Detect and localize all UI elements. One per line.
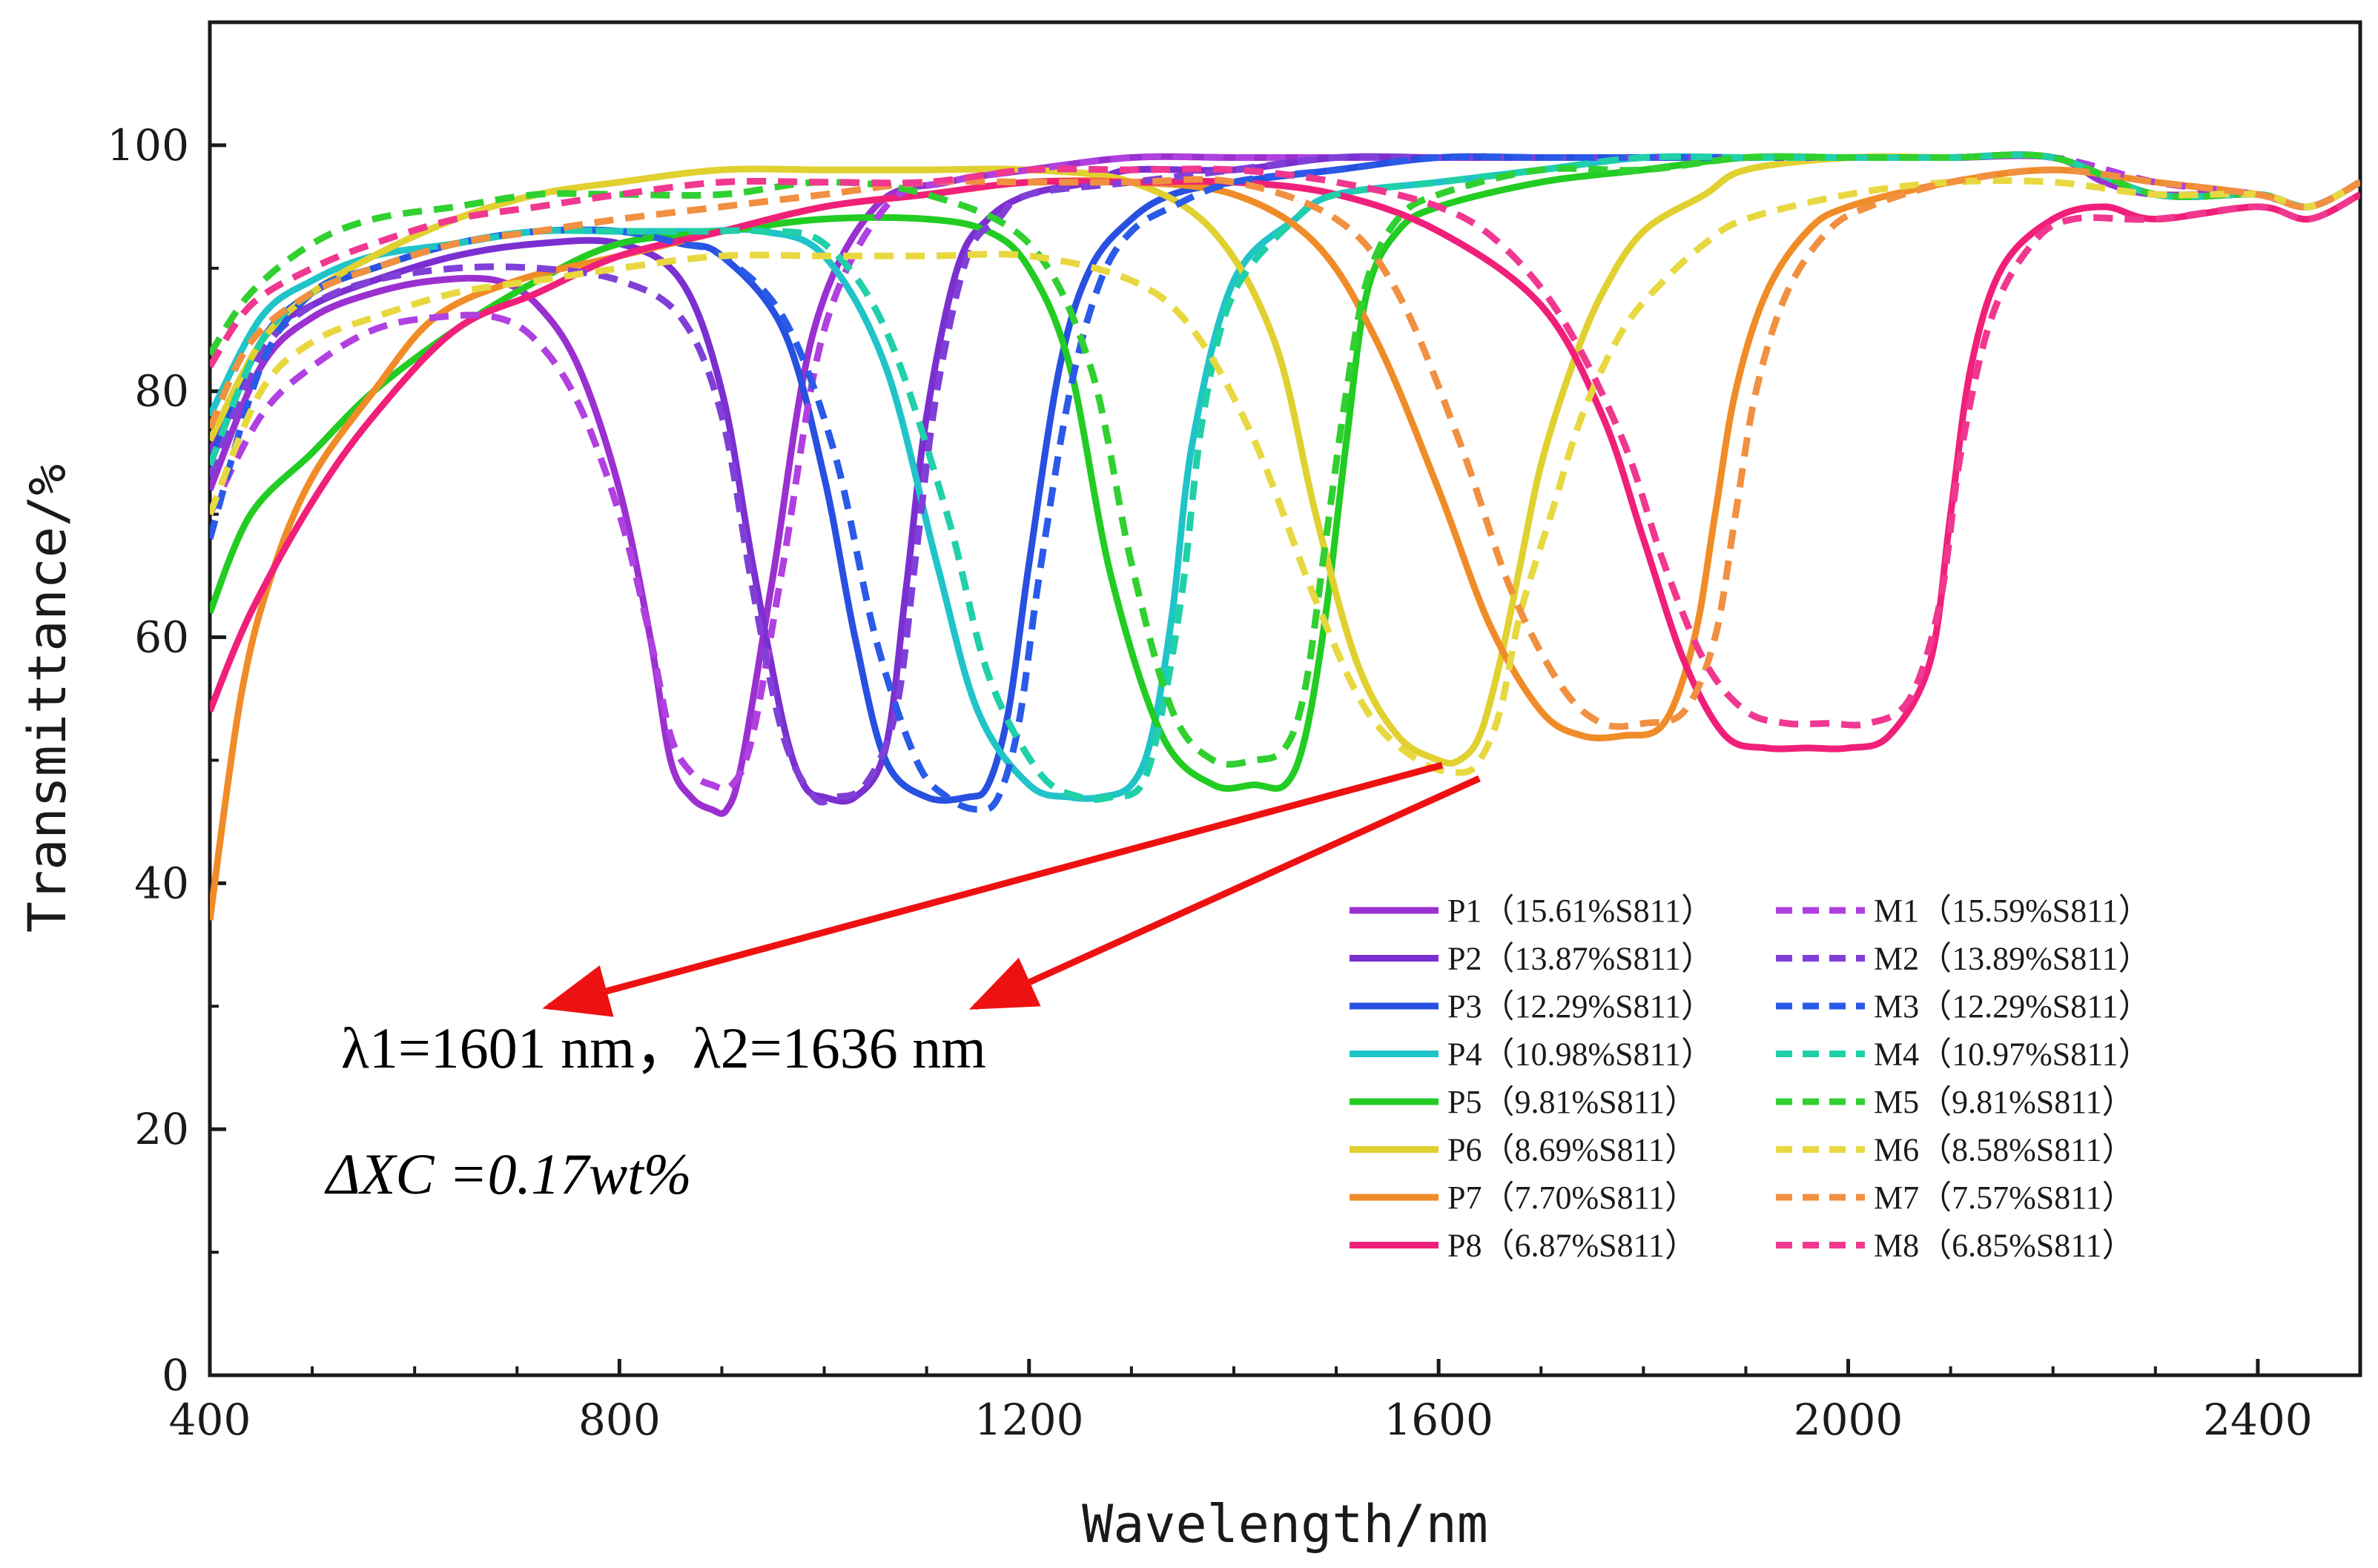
legend-label: P6（8.69%S811）	[1447, 1132, 1697, 1168]
series-line-15	[210, 166, 2360, 730]
legend-label: M7（7.57%S811）	[1874, 1180, 2135, 1216]
x-tick-label: 2000	[1794, 1395, 1903, 1445]
legend-label: P4（10.98%S811）	[1447, 1036, 1714, 1073]
y-tick-label: 60	[134, 612, 189, 663]
legend-label: M8（6.85%S811）	[1874, 1228, 2135, 1264]
legend-label: P3（12.29%S811）	[1447, 988, 1714, 1025]
series-lines	[210, 151, 2360, 921]
x-tick-label: 400	[169, 1395, 251, 1445]
annotation-delta-xc: ΔXC =0.17wt%	[324, 1142, 692, 1206]
series-line-7	[210, 166, 2360, 921]
series-line-4	[210, 151, 2360, 802]
series-line-9	[210, 152, 2360, 793]
legend: P1（15.61%S811） P2（13.87%S811） P3（12.29%S81…	[1350, 893, 2151, 1264]
legend-label: M5（9.81%S811）	[1874, 1084, 2135, 1120]
legend-label: M6（8.58%S811）	[1874, 1132, 2135, 1168]
x-tick-label: 800	[578, 1395, 661, 1445]
x-tick-label: 1200	[974, 1395, 1084, 1445]
legend-label: M1（15.59%S811）	[1874, 893, 2151, 929]
legend-label: P1（15.61%S811）	[1447, 893, 1714, 929]
series-line-10	[210, 151, 2360, 806]
x-axis-title: Wavelength/nm	[1082, 1494, 1488, 1555]
y-tick-label: 40	[134, 858, 189, 908]
y-tick-label: 100	[107, 120, 189, 171]
annotation-wavelengths: λ1=1601 nm，λ2=1636 nm	[341, 1016, 986, 1080]
legend-label: P7（7.70%S811）	[1447, 1180, 1697, 1216]
series-line-13	[210, 151, 2360, 768]
annotation-arrow-2	[968, 775, 1481, 1010]
series-line-2	[210, 151, 2360, 805]
legend-label: M2（13.89%S811）	[1874, 941, 2151, 977]
y-tick-label: 20	[134, 1104, 189, 1154]
y-axis-title: Transmittance/%	[17, 464, 78, 933]
y-tick-label: 80	[134, 366, 189, 417]
legend-label: M4（10.97%S811）	[1874, 1036, 2151, 1073]
x-tick-label: 2400	[2203, 1395, 2313, 1445]
y-tick-label: 0	[162, 1350, 189, 1400]
series-line-3	[210, 151, 2360, 804]
series-line-14	[210, 177, 2360, 776]
legend-label: P5（9.81%S811）	[1447, 1084, 1697, 1120]
axis-ticks: 400 800 1200 1600 2000 2400 0 20 40 60 80 100	[107, 21, 2313, 1445]
series-line-5	[210, 151, 2360, 792]
legend-label: P8（6.87%S811）	[1447, 1228, 1697, 1264]
series-line-11	[210, 151, 2360, 813]
series-line-8	[210, 177, 2360, 752]
series-line-12	[210, 151, 2360, 803]
series-line-16	[210, 165, 2360, 729]
series-line-1	[210, 152, 2360, 817]
plot-frame	[208, 20, 2362, 1377]
x-tick-label: 1600	[1384, 1395, 1493, 1445]
annotation-arrow-1	[542, 761, 1444, 1017]
legend-label: M3（12.29%S811）	[1874, 988, 2151, 1025]
legend-label: P2（13.87%S811）	[1447, 941, 1714, 977]
